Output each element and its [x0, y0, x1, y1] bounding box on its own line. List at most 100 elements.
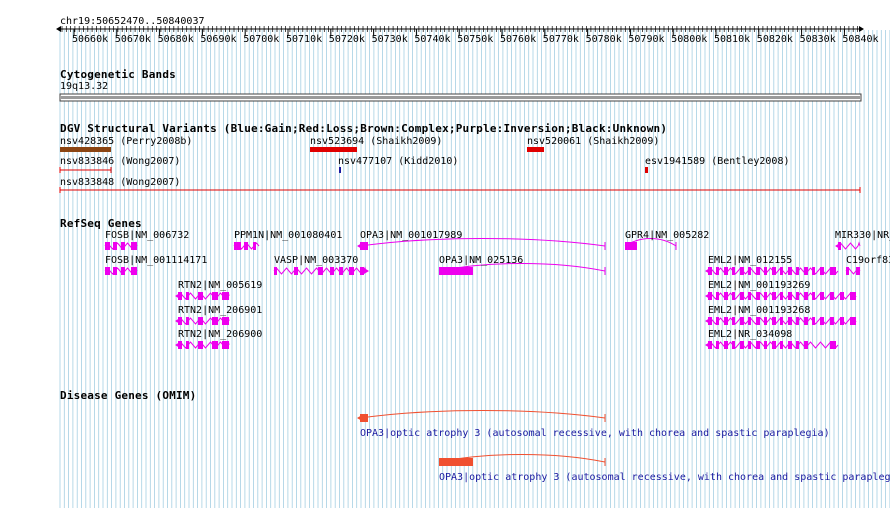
variant-bar — [527, 147, 544, 152]
gene-exon — [780, 317, 783, 325]
gene-exon — [756, 317, 760, 325]
gene-exon — [716, 292, 719, 300]
gene-exon — [764, 317, 767, 325]
gene-exon — [222, 341, 229, 349]
gene-label[interactable]: GPR4|NM_005282 — [625, 230, 710, 241]
omim-label[interactable]: OPA3|optic atrophy 3 (autosomal recessiv… — [360, 428, 830, 439]
gene-exon — [748, 341, 751, 349]
gene-exon — [198, 292, 203, 300]
gene-exon — [131, 267, 137, 275]
gene-strand-arrow — [705, 342, 710, 348]
ruler-tick-label: 50740k — [414, 34, 451, 45]
gene-exon — [274, 267, 277, 275]
gene-exon — [820, 267, 824, 275]
gene-exon — [748, 292, 751, 300]
gene-exon — [804, 317, 808, 325]
gene-label[interactable]: OPA3|NM_001017989 — [360, 230, 463, 241]
ruler-arrow-left — [56, 26, 61, 32]
gene-label[interactable]: EML2|NM_012155 — [708, 255, 793, 266]
gene-exon — [748, 267, 751, 275]
gene-exon — [764, 341, 767, 349]
ruler-tick-label: 50770k — [542, 34, 579, 45]
omim-label[interactable]: OPA3|optic atrophy 3 (autosomal recessiv… — [439, 472, 890, 483]
gene-label[interactable]: VASP|NM_003370 — [274, 255, 359, 266]
gene-exon — [796, 317, 799, 325]
variant-label[interactable]: nsv428365 (Perry2008b) — [60, 136, 193, 147]
gene-exon — [830, 341, 836, 349]
gene-exon — [212, 317, 218, 325]
gene-exon — [740, 292, 744, 300]
gene-exon — [732, 317, 735, 325]
gene-exon — [186, 317, 189, 325]
variant-label[interactable]: nsv833848 (Wong2007) — [60, 177, 181, 188]
ruler-tick-label: 50760k — [500, 34, 537, 45]
gene-exon — [820, 317, 824, 325]
gene-exon — [840, 292, 844, 300]
gene-label[interactable]: PPM1N|NM_001080401 — [234, 230, 343, 241]
variant-label[interactable]: nsv523694 (Shaikh2009) — [310, 136, 443, 147]
gene-strand-arrow — [705, 318, 710, 324]
gene-exon — [756, 292, 760, 300]
gene-exon — [772, 341, 776, 349]
gene-exon — [198, 317, 203, 325]
gene-label[interactable]: FOSB|NM_001114171 — [105, 255, 208, 266]
variant-bar — [339, 167, 341, 173]
variant-label[interactable]: nsv520061 (Shaikh2009) — [527, 136, 660, 147]
gene-exon — [724, 292, 728, 300]
ruler-tick-label: 50750k — [457, 34, 494, 45]
gene-label[interactable]: C19orf83 — [846, 255, 890, 266]
gene-exon — [788, 267, 792, 275]
gene-label[interactable]: MIR330|NR_ — [835, 230, 890, 241]
gene-label[interactable]: EML2|NM_001193269 — [708, 280, 811, 291]
gene-label[interactable]: OPA3|NM_025136 — [439, 255, 524, 266]
gene-intron — [177, 292, 230, 300]
gene-exon — [439, 458, 473, 466]
variant-label[interactable]: nsv477107 (Kidd2010) — [338, 156, 459, 167]
variant-label[interactable]: nsv833846 (Wong2007) — [60, 156, 181, 167]
gene-exon — [439, 267, 473, 275]
ruler-tick-label: 50800k — [671, 34, 708, 45]
dgv-track-title: DGV Structural Variants (Blue:Gain;Red:L… — [60, 122, 668, 135]
variant-bar — [60, 147, 111, 152]
gene-exon — [764, 267, 767, 275]
ruler-tick-label: 50710k — [286, 34, 323, 45]
ruler-tick-label: 50730k — [371, 34, 408, 45]
gene-exon — [318, 267, 323, 275]
gene-intron-arc — [359, 238, 606, 247]
gene-exon — [360, 267, 364, 275]
gene-exon — [105, 267, 110, 275]
gene-intron — [837, 241, 861, 250]
gene-strand-arrow — [357, 243, 362, 249]
variant-label[interactable]: esv1941589 (Bentley2008) — [645, 156, 790, 167]
gene-label[interactable]: RTN2|NM_206901 — [178, 305, 263, 316]
variant-bar — [310, 147, 357, 152]
gene-exon — [772, 317, 776, 325]
gene-exon — [830, 267, 836, 275]
gene-exon — [850, 292, 856, 300]
gene-intron-arc — [359, 410, 606, 419]
gene-label[interactable]: RTN2|NM_005619 — [178, 280, 263, 291]
gene-label[interactable]: EML2|NM_001193268 — [708, 305, 811, 316]
gene-label[interactable]: RTN2|NM_206900 — [178, 329, 263, 340]
gene-label[interactable]: FOSB|NM_006732 — [105, 230, 190, 241]
gene-strand-arrow — [357, 415, 362, 421]
gene-exon — [830, 292, 834, 300]
gene-exon — [840, 317, 844, 325]
gene-exon — [244, 242, 248, 250]
gene-exon — [740, 267, 744, 275]
ruler-tick-label: 50830k — [799, 34, 836, 45]
gene-exon — [113, 242, 117, 250]
gene-exon — [330, 267, 334, 275]
gene-exon — [788, 341, 792, 349]
gene-exon — [830, 317, 834, 325]
gene-exon — [740, 317, 744, 325]
cytoband-fill — [61, 96, 860, 99]
gene-exon — [788, 292, 792, 300]
gene-exon — [186, 292, 189, 300]
gene-label[interactable]: EML2|NR_034098 — [708, 329, 793, 340]
gene-exon — [780, 267, 783, 275]
gene-exon — [856, 267, 860, 275]
omim-track-title: Disease Genes (OMIM) — [60, 389, 197, 402]
